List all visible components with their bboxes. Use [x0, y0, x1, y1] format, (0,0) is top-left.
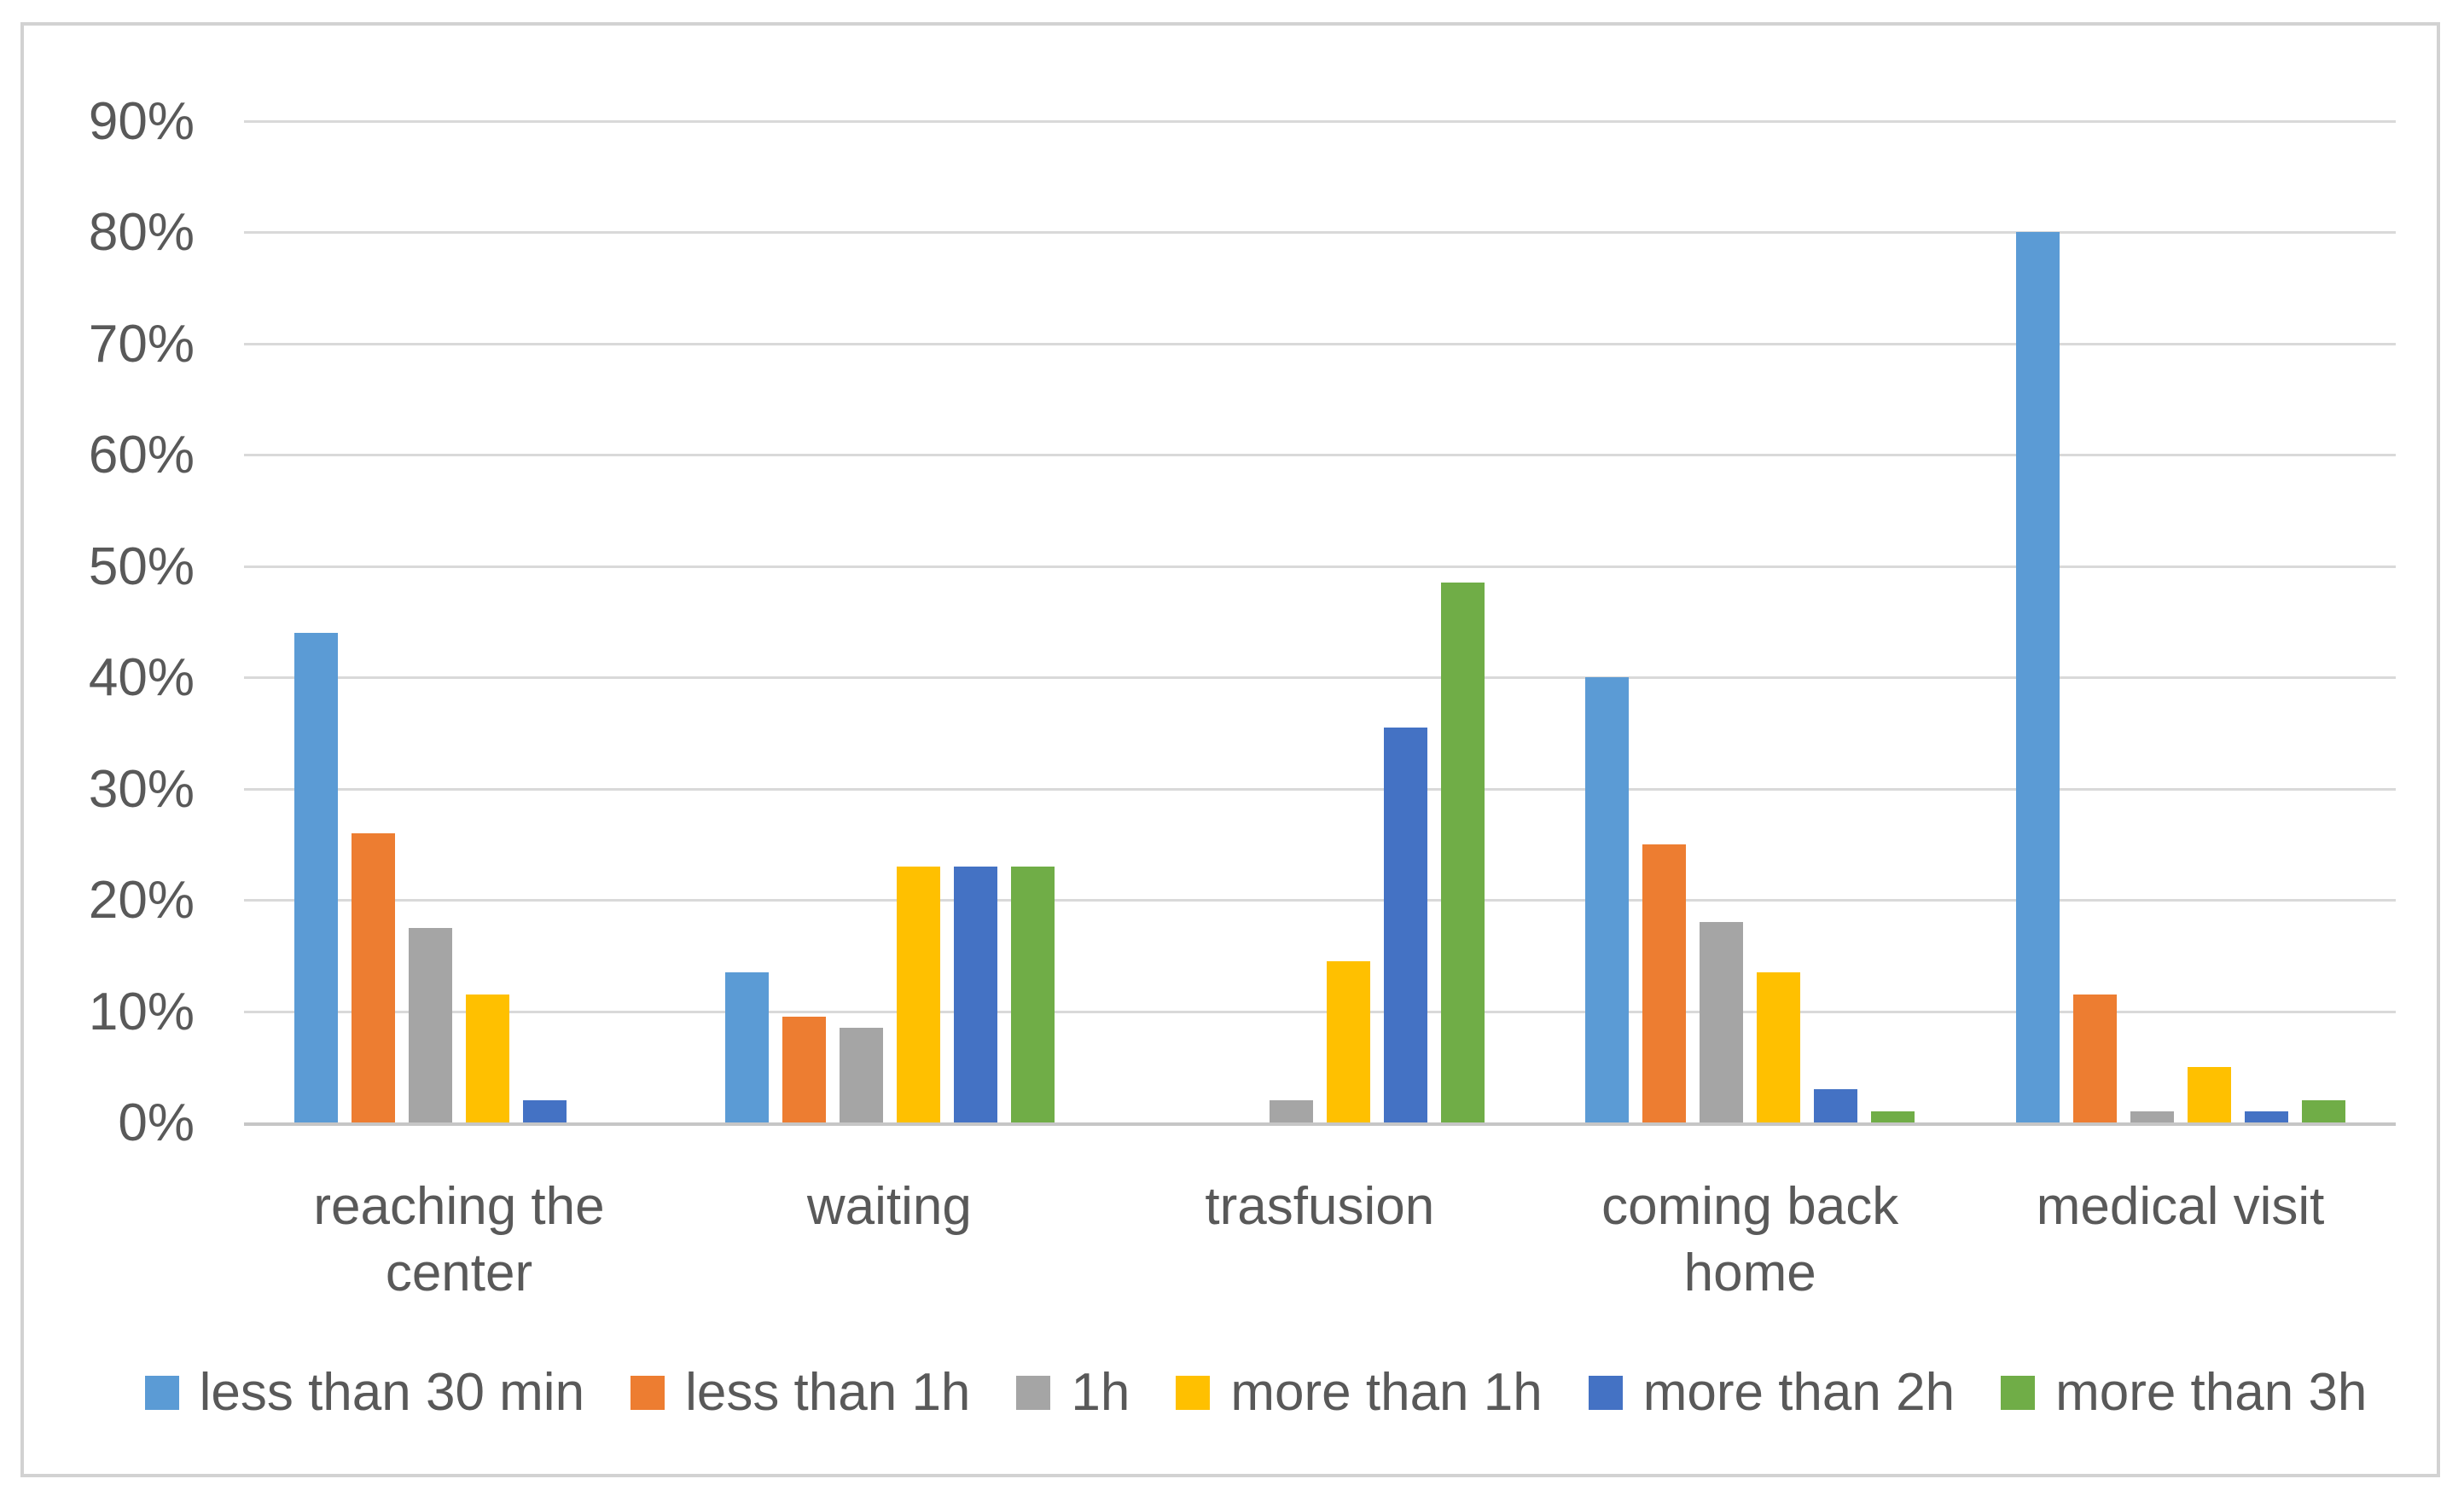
gridline-50 [244, 565, 2396, 568]
bar-less-than-30-min-medical-visit [2015, 232, 2060, 1122]
bar-more-than-1h-medical-visit [2187, 1066, 2231, 1122]
bar-more-than-1h-waiting [896, 866, 940, 1122]
x-axis-line [244, 1122, 2396, 1126]
y-tick-label-40: 40% [88, 648, 195, 708]
chart-frame: 0% 10% 20% 30% 40% 50% 60% 70% 80% 90% reaching t… [20, 22, 2440, 1477]
bar-more-than-1h-coming-back-home [1757, 971, 1801, 1122]
plot-area [244, 120, 2396, 1126]
bar-1h-coming-back-home [1700, 922, 1744, 1122]
gridline-40 [244, 676, 2396, 680]
bar-1h-waiting [839, 1028, 883, 1122]
category-label-trasfusion: trasfusion [1205, 1177, 1435, 1236]
legend-label: 1h [1071, 1363, 1130, 1422]
legend-swatch-icon [144, 1376, 179, 1410]
bar-less-than-30-min-waiting [724, 971, 769, 1122]
bar-more-than-3h-waiting [1010, 866, 1055, 1122]
bar-less-than-1h-reaching-the-center [352, 832, 396, 1122]
bar-more-than-2h-waiting [953, 866, 997, 1122]
bar-less-than-30-min-reaching-the-center [294, 633, 339, 1122]
bar-less-than-30-min-coming-back-home [1585, 677, 1630, 1122]
gridline-80 [244, 231, 2396, 235]
bar-more-than-3h-coming-back-home [1871, 1111, 1915, 1122]
y-tick-label-20: 20% [88, 871, 195, 931]
gridline-20 [244, 899, 2396, 902]
bar-less-than-1h-medical-visit [2072, 995, 2117, 1122]
y-tick-label-80: 80% [88, 203, 195, 263]
y-tick-label-70: 70% [88, 314, 195, 374]
y-tick-label-90: 90% [88, 92, 195, 151]
legend-item-more-than-1h: more than 1h [1176, 1363, 1543, 1423]
bar-more-than-1h-reaching-the-center [466, 995, 510, 1122]
bar-more-than-2h-medical-visit [2244, 1111, 2288, 1122]
legend-label: less than 30 min [199, 1363, 585, 1422]
y-tick-label-0: 0% [118, 1093, 195, 1152]
legend-label: more than 3h [2055, 1363, 2368, 1422]
legend-item-less-than-30-min: less than 30 min [144, 1363, 585, 1423]
legend-label: more than 2h [1642, 1363, 1956, 1422]
bar-more-than-2h-reaching-the-center [523, 1099, 567, 1122]
category-label-waiting: waiting [806, 1177, 972, 1236]
legend-swatch-icon [631, 1376, 665, 1410]
gridline-90 [244, 120, 2396, 123]
y-tick-label-10: 10% [88, 982, 195, 1041]
bar-1h-reaching-the-center [409, 927, 453, 1122]
bar-1h-trasfusion [1270, 1099, 1313, 1122]
legend-item-more-than-2h: more than 2h [1588, 1363, 1956, 1423]
bar-less-than-1h-waiting [782, 1017, 826, 1122]
bar-more-than-2h-coming-back-home [1814, 1088, 1858, 1122]
gridline-60 [244, 454, 2396, 457]
bar-less-than-1h-coming-back-home [1642, 844, 1687, 1122]
legend-item-more-than-3h: more than 3h [2001, 1363, 2367, 1423]
gridline-70 [244, 342, 2396, 345]
category-label-coming-back-home: coming back home [1601, 1177, 1899, 1302]
bar-more-than-3h-medical-visit [2301, 1099, 2345, 1122]
category-label-medical-visit: medical visit [2036, 1177, 2325, 1236]
legend-label: less than 1h [685, 1363, 971, 1422]
legend-label: more than 1h [1230, 1363, 1543, 1422]
legend-swatch-icon [1588, 1376, 1623, 1410]
y-tick-label-30: 30% [88, 759, 195, 819]
y-tick-label-50: 50% [88, 536, 195, 596]
legend-item-1h: 1h [1016, 1363, 1130, 1423]
gridline-10 [244, 1010, 2396, 1013]
bar-more-than-3h-trasfusion [1441, 583, 1485, 1122]
legend-item-less-than-1h: less than 1h [631, 1363, 970, 1423]
y-tick-label-60: 60% [88, 426, 195, 485]
legend-swatch-icon [1016, 1376, 1051, 1410]
bar-more-than-1h-trasfusion [1327, 960, 1370, 1122]
bar-1h-medical-visit [2130, 1111, 2174, 1122]
bar-more-than-2h-trasfusion [1384, 727, 1427, 1122]
gridline-30 [244, 787, 2396, 791]
category-label-reaching-the-center: reaching the center [313, 1177, 605, 1302]
legend: less than 30 min less than 1h 1h more than … [24, 1363, 2464, 1423]
legend-swatch-icon [2001, 1376, 2036, 1410]
legend-swatch-icon [1176, 1376, 1211, 1410]
